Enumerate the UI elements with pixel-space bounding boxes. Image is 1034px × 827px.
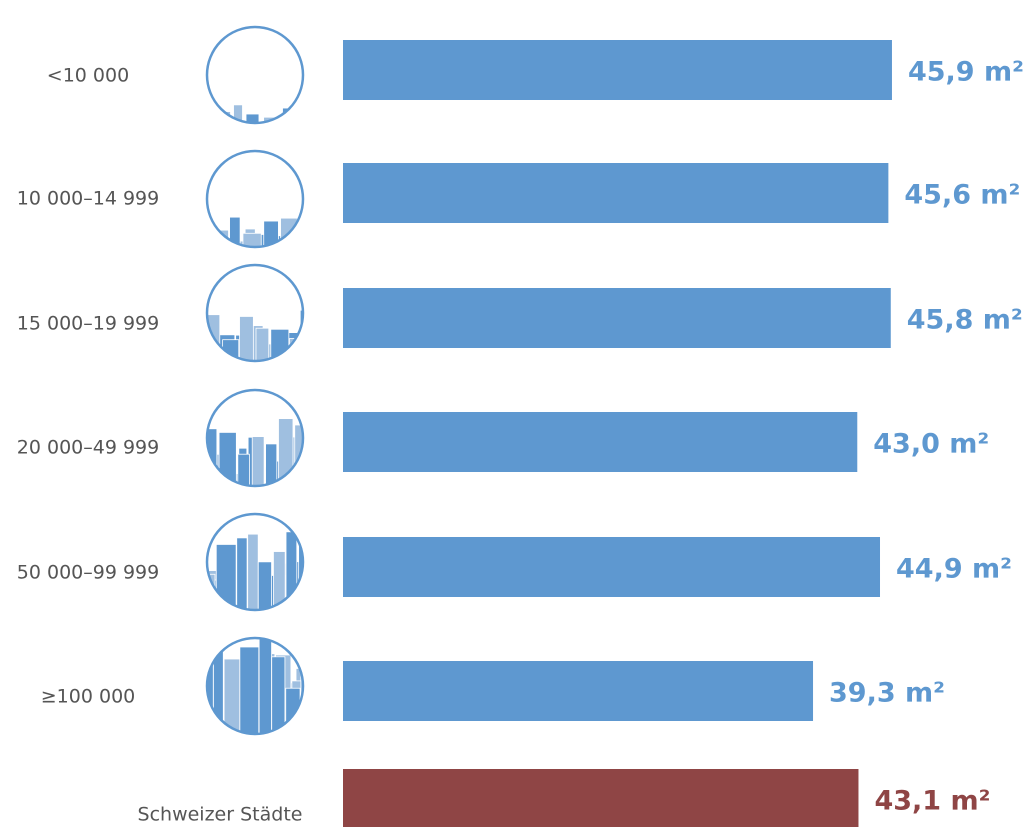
building: [207, 235, 214, 247]
building: [298, 530, 303, 610]
bar: [343, 537, 881, 597]
building: [300, 214, 303, 247]
building: [293, 110, 303, 123]
value-label: 43,1 m²: [874, 786, 990, 817]
category-label: ≥100 000: [41, 686, 136, 708]
bar: [343, 661, 814, 721]
building: [305, 231, 318, 249]
skyline: [207, 418, 314, 488]
building: [302, 575, 303, 610]
building: [257, 561, 272, 610]
value-label: 45,9 m²: [908, 57, 1024, 88]
bar: [343, 288, 891, 348]
skyline: [207, 530, 303, 610]
icon-ring: [205, 149, 305, 249]
category-label: 50 000–99 999: [17, 562, 159, 584]
value-label: 43,0 m²: [873, 429, 989, 460]
city-icon: [205, 263, 305, 363]
city-icon: [205, 636, 314, 736]
value-label: 39,3 m²: [829, 678, 945, 709]
building: [301, 661, 303, 734]
value-label: 45,6 m²: [904, 180, 1020, 211]
building: [236, 537, 248, 610]
building: [239, 646, 260, 734]
building: [239, 316, 254, 361]
icon-ring: [205, 388, 305, 488]
building: [298, 353, 303, 361]
building: [300, 457, 303, 486]
bar: [343, 163, 889, 223]
building: [213, 638, 224, 734]
building: [300, 728, 303, 734]
building: [289, 338, 301, 361]
building: [207, 715, 215, 734]
icon-ring: [205, 512, 305, 612]
building: [207, 715, 221, 734]
building: [215, 544, 237, 610]
city-icon: [205, 25, 305, 125]
building: [283, 241, 303, 247]
building: [273, 551, 286, 610]
building: [207, 234, 219, 247]
building: [290, 478, 303, 486]
bar: [343, 40, 892, 100]
bar: [343, 769, 859, 827]
building: [263, 220, 279, 247]
building: [207, 591, 220, 610]
building: [299, 701, 303, 734]
building: [207, 109, 220, 123]
icon-bg: [207, 27, 303, 123]
icon-ring: [205, 25, 305, 125]
building: [207, 351, 220, 361]
category-label: 10 000–14 999: [17, 188, 159, 210]
icon-ring: [205, 263, 305, 363]
category-label: Schweizer Städte: [138, 804, 303, 826]
building: [281, 724, 301, 734]
building: [242, 232, 262, 247]
building: [247, 533, 259, 610]
city-icon: [205, 149, 318, 249]
city-icon: [205, 512, 305, 612]
building: [207, 604, 221, 610]
building: [304, 475, 314, 488]
building: [291, 594, 303, 610]
value-label: 44,9 m²: [896, 554, 1012, 585]
building: [258, 638, 272, 734]
category-label: 15 000–19 999: [17, 313, 159, 335]
building: [233, 104, 243, 123]
building: [271, 656, 286, 734]
category-label: 20 000–49 999: [17, 437, 159, 459]
building: [255, 327, 270, 361]
building: [285, 531, 298, 610]
building: [207, 478, 214, 486]
building: [265, 443, 278, 486]
building: [285, 687, 301, 734]
city-icon: [205, 388, 314, 488]
category-label: <10 000: [47, 65, 129, 87]
building: [207, 334, 215, 361]
building: [237, 453, 250, 486]
value-label: 45,8 m²: [907, 305, 1023, 336]
building: [278, 418, 294, 486]
building: [229, 216, 241, 247]
building: [245, 113, 260, 123]
building: [251, 436, 265, 486]
icon-ring: [205, 636, 305, 736]
building: [304, 715, 314, 736]
bar: [343, 412, 858, 472]
